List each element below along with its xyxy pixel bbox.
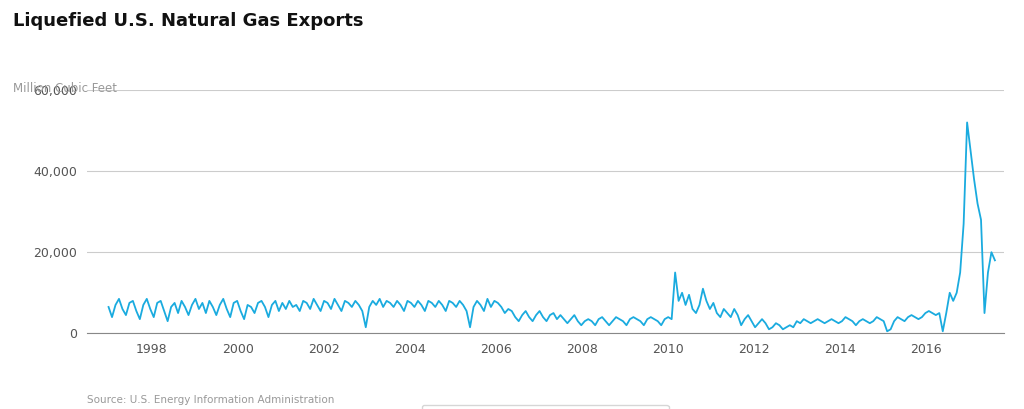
Text: Million Cubic Feet: Million Cubic Feet — [13, 82, 118, 95]
Text: Liquefied U.S. Natural Gas Exports: Liquefied U.S. Natural Gas Exports — [13, 12, 364, 30]
Text: Source: U.S. Energy Information Administration: Source: U.S. Energy Information Administ… — [87, 395, 335, 405]
Legend: Liquefied U.S. Natural Gas Exports: Liquefied U.S. Natural Gas Exports — [422, 405, 669, 409]
